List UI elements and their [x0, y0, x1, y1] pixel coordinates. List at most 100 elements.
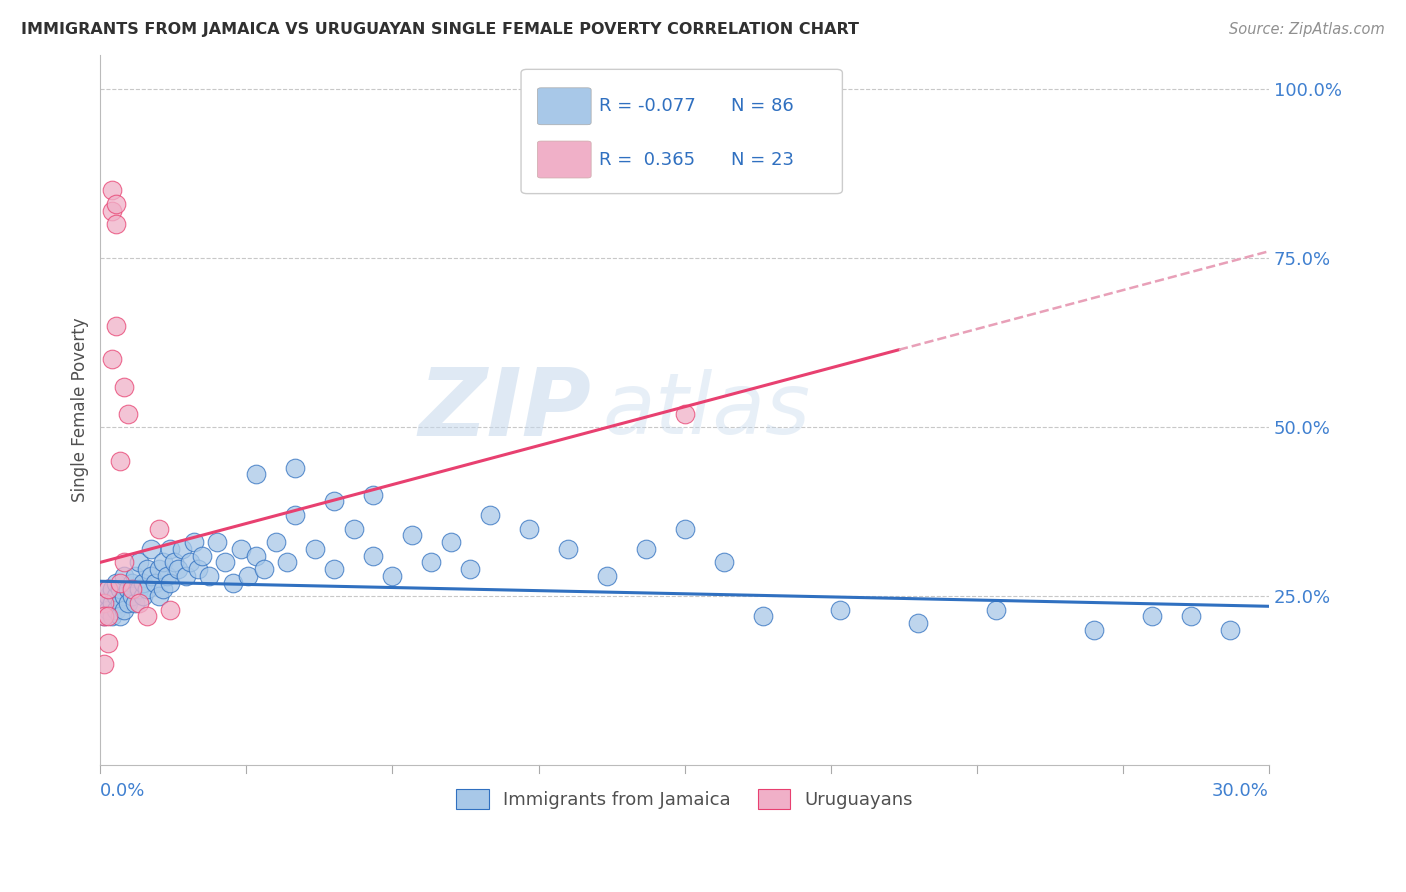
Text: N = 86: N = 86: [731, 97, 794, 115]
Point: [124, 596, 146, 610]
Point: [112, 569, 135, 583]
Point: [104, 602, 127, 616]
Point: [101, 183, 124, 197]
Point: [159, 575, 181, 590]
Point: [907, 616, 929, 631]
Point: [517, 522, 540, 536]
Point: [101, 609, 124, 624]
Point: [148, 589, 170, 603]
Text: 0.0%: 0.0%: [100, 782, 146, 800]
Point: [361, 549, 384, 563]
Point: [121, 589, 143, 603]
Point: [93, 596, 115, 610]
Point: [101, 203, 124, 218]
Point: [108, 609, 131, 624]
Point: [179, 555, 201, 569]
Point: [93, 657, 115, 671]
Point: [93, 609, 115, 624]
Text: ZIP: ZIP: [418, 364, 591, 456]
Point: [143, 575, 166, 590]
Point: [478, 508, 501, 522]
Legend: Immigrants from Jamaica, Uruguayans: Immigrants from Jamaica, Uruguayans: [449, 782, 921, 816]
Text: N = 23: N = 23: [731, 151, 794, 169]
Point: [167, 562, 190, 576]
Point: [229, 541, 252, 556]
Point: [304, 541, 326, 556]
Point: [101, 582, 124, 597]
Point: [97, 636, 120, 650]
Point: [117, 407, 139, 421]
Point: [112, 589, 135, 603]
Point: [152, 555, 174, 569]
Point: [751, 609, 773, 624]
Text: Source: ZipAtlas.com: Source: ZipAtlas.com: [1229, 22, 1385, 37]
Point: [214, 555, 236, 569]
Point: [155, 569, 177, 583]
Point: [139, 541, 162, 556]
Point: [205, 535, 228, 549]
Point: [986, 602, 1008, 616]
Point: [93, 609, 115, 624]
Point: [132, 575, 155, 590]
Point: [1180, 609, 1202, 624]
Point: [117, 596, 139, 610]
Point: [108, 575, 131, 590]
Point: [634, 541, 657, 556]
Point: [97, 589, 120, 603]
Point: [159, 541, 181, 556]
Point: [172, 541, 194, 556]
Point: [104, 217, 127, 231]
Point: [152, 582, 174, 597]
Point: [163, 555, 186, 569]
Point: [284, 508, 307, 522]
Y-axis label: Single Female Poverty: Single Female Poverty: [72, 318, 89, 502]
Point: [830, 602, 852, 616]
Point: [97, 602, 120, 616]
Point: [112, 379, 135, 393]
Point: [238, 569, 260, 583]
Point: [128, 582, 150, 597]
FancyBboxPatch shape: [537, 141, 591, 178]
Point: [97, 582, 120, 597]
Text: atlas: atlas: [603, 368, 811, 451]
Point: [128, 555, 150, 569]
Point: [104, 197, 127, 211]
Point: [108, 582, 131, 597]
Point: [1219, 623, 1241, 637]
Point: [104, 575, 127, 590]
Point: [139, 569, 162, 583]
Point: [1083, 623, 1105, 637]
Point: [93, 596, 115, 610]
Point: [713, 555, 735, 569]
Point: [112, 555, 135, 569]
Point: [104, 318, 127, 333]
Point: [284, 460, 307, 475]
Point: [198, 569, 221, 583]
Point: [128, 596, 150, 610]
Point: [673, 407, 696, 421]
Point: [190, 549, 212, 563]
Point: [596, 569, 619, 583]
Point: [136, 609, 159, 624]
Point: [159, 602, 181, 616]
Point: [174, 569, 197, 583]
Point: [136, 562, 159, 576]
Point: [112, 602, 135, 616]
FancyBboxPatch shape: [522, 70, 842, 194]
Point: [420, 555, 443, 569]
Point: [183, 535, 205, 549]
Point: [264, 535, 287, 549]
Point: [381, 569, 404, 583]
Point: [136, 582, 159, 597]
Point: [117, 582, 139, 597]
Point: [222, 575, 245, 590]
Point: [276, 555, 298, 569]
Point: [557, 541, 579, 556]
FancyBboxPatch shape: [537, 87, 591, 125]
Text: R =  0.365: R = 0.365: [599, 151, 696, 169]
Point: [323, 494, 346, 508]
Point: [148, 522, 170, 536]
Point: [187, 562, 209, 576]
Point: [440, 535, 463, 549]
Point: [124, 569, 146, 583]
